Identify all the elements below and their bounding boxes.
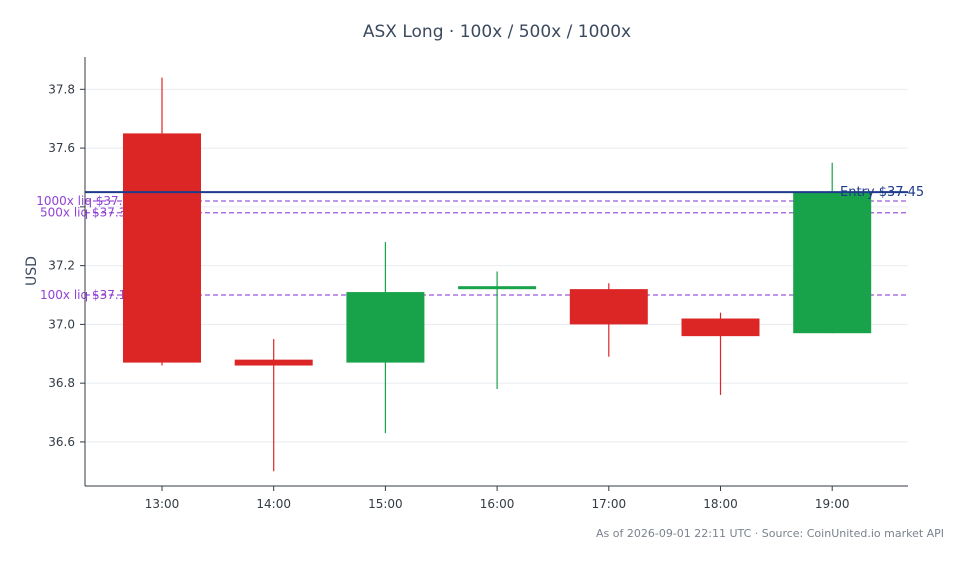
candle-body: [346, 292, 425, 363]
y-tick-label: 37.2: [48, 259, 75, 273]
liquidation-label: 100x liq $37.10: [40, 288, 134, 302]
y-tick-label: 37.0: [48, 317, 75, 331]
y-tick-label: 37.6: [48, 141, 75, 155]
candle-body: [234, 359, 313, 366]
entry-label: Entry $37.45: [840, 185, 924, 200]
candle-body: [681, 318, 760, 337]
x-tick-label: 17:00: [592, 497, 627, 511]
footer-source: As of 2026-09-01 22:11 UTC · Source: Coi…: [596, 527, 944, 540]
candle-body: [123, 133, 201, 363]
axes: 36.6 36.8 37.0 37.2 37.6 37.8 13:00 14:00 15:00 1…: [48, 57, 908, 511]
x-tick-label: 18:00: [703, 497, 738, 511]
y-tick-label: 36.6: [48, 435, 75, 449]
x-tick-label: 15:00: [368, 497, 403, 511]
candles-layer: [123, 77, 872, 472]
y-axis-label: USD: [24, 256, 40, 286]
liquidation-label: 500x liq $37.38: [40, 206, 134, 220]
grid-layer: [85, 88, 908, 443]
x-tick-label: 13:00: [145, 497, 180, 511]
chart-title: ASX Long · 100x / 500x / 1000x: [363, 22, 631, 42]
entry-line-layer: Entry $37.45: [85, 185, 924, 200]
candle-body: [793, 192, 872, 334]
x-tick-label: 16:00: [480, 497, 515, 511]
x-tick-label: 14:00: [256, 497, 291, 511]
x-tick-label: 19:00: [815, 497, 850, 511]
y-tick-label: 37.8: [48, 82, 75, 96]
candle-body: [458, 286, 537, 290]
liquidation-label: 1000x liq $37.42: [36, 194, 138, 208]
y-tick-label: 36.8: [48, 376, 75, 390]
candle-body: [569, 289, 648, 325]
